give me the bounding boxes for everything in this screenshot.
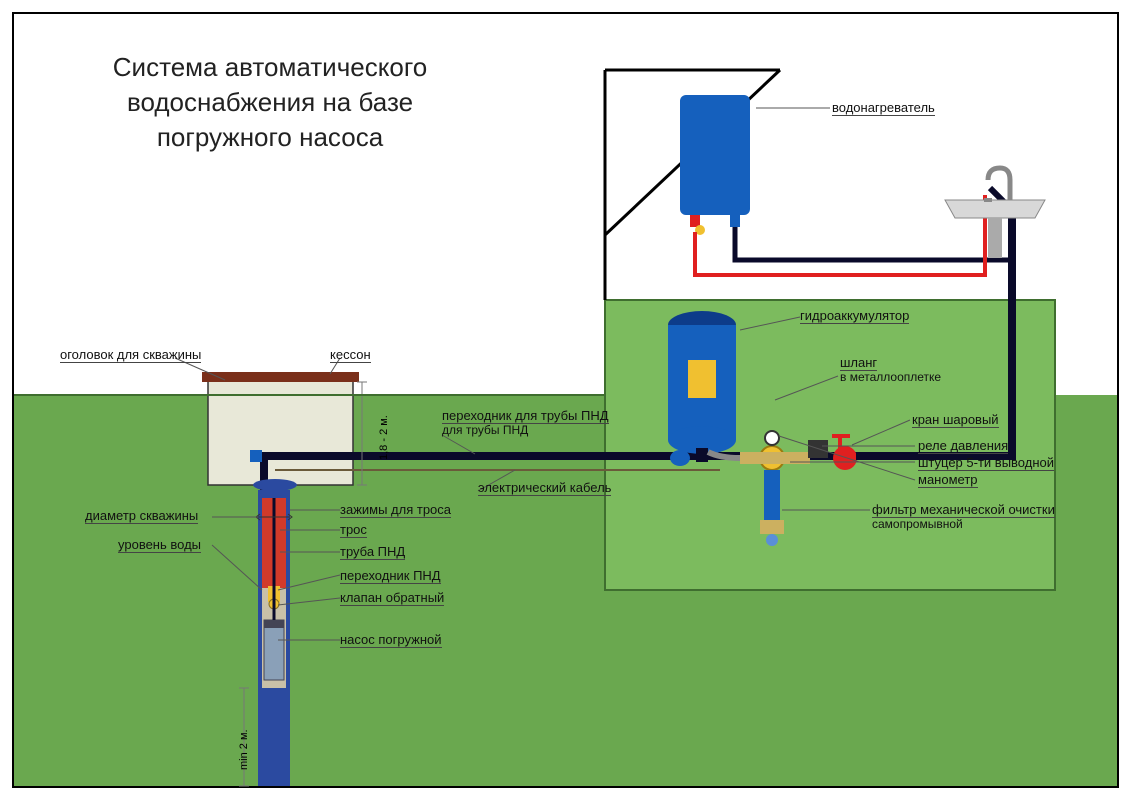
- label-pump: насос погружной: [340, 632, 442, 648]
- label-pressure-relay: реле давления: [918, 438, 1008, 454]
- label-filter1: фильтр механической очистки: [872, 502, 1055, 518]
- label-bore-dia: диаметр скважины: [85, 508, 198, 524]
- label-depth: 1,8 - 2 м.: [378, 415, 390, 460]
- label-water-level: уровень воды: [118, 537, 201, 553]
- label-pipe-pnd: труба ПНД: [340, 544, 405, 560]
- label-adapter-pnd: переходник для трубы ПНД: [442, 408, 609, 424]
- label-manometer: манометр: [918, 472, 978, 488]
- label-ecable: электрический кабель: [478, 480, 611, 496]
- label-hose: шланг: [840, 355, 877, 371]
- label-rope: трос: [340, 522, 367, 538]
- label-hose-braid: в металлооплетке: [840, 370, 941, 384]
- label-accumulator: гидроаккумулятор: [800, 308, 909, 324]
- label-adapter-pnd-sub: для трубы ПНД: [442, 423, 528, 437]
- label-heater: водонагреватель: [832, 100, 935, 116]
- label-filter2: самопромывной: [872, 517, 963, 531]
- label-min-depth: min 2 м.: [238, 729, 250, 770]
- label-clamps: зажимы для троса: [340, 502, 451, 518]
- label-caisson: кессон: [330, 347, 371, 363]
- label-fitting5: штуцер 5-ти выводной: [918, 455, 1054, 471]
- label-check-valve: клапан обратный: [340, 590, 444, 606]
- label-well-cap: оголовок для скважины: [60, 347, 201, 363]
- diagram-title: Система автоматического водоснабжения на…: [70, 50, 470, 155]
- label-adapter-pnd2: переходник ПНД: [340, 568, 441, 584]
- label-ball-valve: кран шаровый: [912, 412, 999, 428]
